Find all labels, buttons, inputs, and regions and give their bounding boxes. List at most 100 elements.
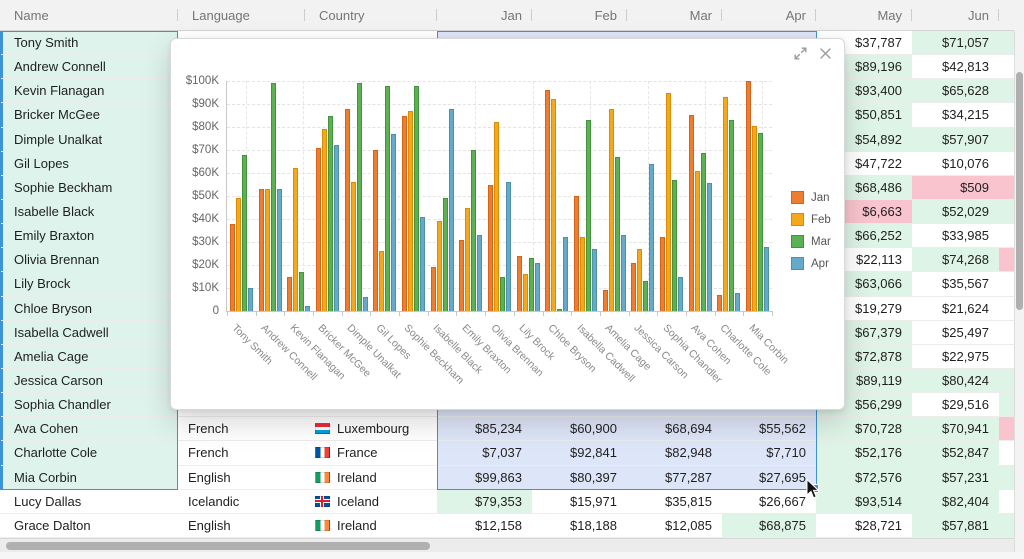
cell-jun[interactable]: $70,941 bbox=[912, 417, 999, 441]
cell-name[interactable]: Emily Braxton bbox=[0, 224, 178, 248]
cell-language[interactable]: French bbox=[188, 421, 229, 437]
chart-window-titlebar[interactable] bbox=[171, 39, 844, 63]
cell-language[interactable]: French bbox=[188, 445, 229, 461]
cell-jun[interactable]: $35,567 bbox=[942, 276, 989, 292]
cell-name[interactable]: Dimple Unalkat bbox=[0, 127, 178, 151]
cell-name[interactable]: Lucy Dallas bbox=[14, 493, 82, 509]
legend-item-jan[interactable]: Jan bbox=[791, 191, 831, 204]
cell-name[interactable]: Sophia Chandler bbox=[0, 393, 178, 417]
cell-name[interactable]: Grace Dalton bbox=[14, 517, 91, 533]
column-header-mar[interactable]: Mar bbox=[627, 0, 722, 30]
cell-may[interactable]: $52,176 bbox=[816, 441, 912, 465]
cell-mar[interactable]: $12,085 bbox=[665, 517, 712, 533]
cell-jan[interactable]: $7,037 bbox=[437, 441, 532, 465]
cell-country[interactable]: Iceland bbox=[305, 490, 437, 513]
cell-jan[interactable]: $79,353 bbox=[437, 489, 532, 513]
cell-country[interactable]: France bbox=[305, 441, 437, 464]
cell-jun[interactable]: $21,624 bbox=[942, 300, 989, 316]
cell-name[interactable]: Charlotte Cole bbox=[0, 441, 178, 465]
cell-mar[interactable]: $35,815 bbox=[665, 493, 712, 509]
cell-jun[interactable]: $509 bbox=[912, 175, 999, 199]
cell-name[interactable]: Isabelle Black bbox=[0, 199, 178, 224]
cell-jun[interactable]: $25,497 bbox=[942, 324, 989, 340]
cell-jun[interactable]: $29,516 bbox=[942, 397, 989, 413]
cell-feb[interactable]: $15,971 bbox=[570, 493, 617, 509]
cell-jun[interactable]: $57,881 bbox=[912, 513, 999, 537]
cell-name[interactable]: Bricker McGee bbox=[0, 103, 178, 127]
cell-name[interactable]: Amelia Cage bbox=[0, 344, 178, 368]
cell-country[interactable]: Ireland bbox=[305, 466, 437, 489]
cell-mar[interactable]: $82,948 bbox=[627, 441, 722, 465]
column-header-name[interactable]: Name bbox=[0, 0, 178, 30]
cell-name[interactable]: Mia Corbin bbox=[0, 465, 178, 489]
cell-may[interactable]: $72,576 bbox=[816, 465, 912, 489]
cell-name[interactable]: Jessica Carson bbox=[0, 368, 178, 393]
cell-apr[interactable]: $26,667 bbox=[759, 493, 806, 509]
legend-item-feb[interactable]: Feb bbox=[791, 213, 831, 226]
cell-jun[interactable]: $42,813 bbox=[942, 59, 989, 75]
cell-jan[interactable]: $85,234 bbox=[437, 417, 532, 441]
cell-jun[interactable]: $57,231 bbox=[912, 465, 999, 489]
cell-language[interactable]: Icelandic bbox=[188, 493, 240, 509]
column-header-feb[interactable]: Feb bbox=[532, 0, 627, 30]
cell-jun[interactable]: $57,907 bbox=[912, 127, 999, 151]
cell-apr[interactable]: $27,695 bbox=[722, 465, 816, 489]
vertical-scrollbar-thumb[interactable] bbox=[1016, 72, 1023, 310]
cell-name[interactable]: Kevin Flanagan bbox=[0, 79, 178, 103]
cell-feb[interactable]: $92,841 bbox=[532, 441, 627, 465]
cell-may[interactable]: $70,728 bbox=[816, 417, 912, 441]
horizontal-scrollbar[interactable] bbox=[0, 538, 1014, 552]
cell-jun[interactable]: $10,076 bbox=[942, 155, 989, 171]
cell-name[interactable]: Chloe Bryson bbox=[0, 296, 178, 320]
column-header-jun[interactable]: Jun bbox=[912, 0, 999, 30]
cell-jan[interactable]: $12,158 bbox=[475, 517, 522, 533]
column-header-country[interactable]: Country bbox=[305, 0, 437, 30]
cell-name[interactable]: Olivia Brennan bbox=[0, 248, 178, 272]
column-header-jan[interactable]: Jan bbox=[437, 0, 532, 30]
cell-country[interactable]: Ireland bbox=[305, 514, 437, 537]
cell-name[interactable]: Gil Lopes bbox=[0, 151, 178, 175]
selection-fill-handle[interactable] bbox=[810, 484, 819, 493]
cell-jun[interactable]: $22,975 bbox=[942, 348, 989, 364]
cell-may[interactable]: $19,279 bbox=[855, 300, 902, 316]
cell-may[interactable]: $37,787 bbox=[855, 35, 902, 51]
legend-item-apr[interactable]: Apr bbox=[791, 257, 831, 270]
cell-name[interactable]: Ava Cohen bbox=[0, 417, 178, 441]
cell-name[interactable]: Lily Brock bbox=[0, 272, 178, 296]
horizontal-scrollbar-thumb[interactable] bbox=[6, 542, 430, 550]
cell-apr[interactable]: $68,875 bbox=[722, 513, 816, 537]
cell-may[interactable]: $22,113 bbox=[855, 252, 902, 268]
cell-may[interactable]: $47,722 bbox=[855, 155, 902, 171]
cell-name[interactable]: Sophie Beckham bbox=[0, 175, 178, 199]
cell-feb[interactable]: $18,188 bbox=[570, 517, 617, 533]
cell-mar[interactable]: $68,694 bbox=[627, 417, 722, 441]
cell-apr[interactable]: $7,710 bbox=[722, 441, 816, 465]
cell-jun[interactable]: $65,628 bbox=[912, 79, 999, 103]
expand-icon[interactable] bbox=[794, 47, 807, 60]
cell-jun[interactable]: $52,847 bbox=[912, 441, 999, 465]
column-header-apr[interactable]: Apr bbox=[722, 0, 816, 30]
vertical-scrollbar[interactable] bbox=[1014, 31, 1024, 552]
cell-apr[interactable]: $55,562 bbox=[722, 417, 816, 441]
cell-language[interactable]: English bbox=[188, 517, 231, 533]
cell-jun[interactable]: $34,215 bbox=[942, 107, 989, 123]
cell-jun[interactable]: $33,985 bbox=[942, 228, 989, 244]
cell-jun[interactable]: $52,029 bbox=[912, 199, 999, 224]
cell-jun[interactable]: $80,424 bbox=[912, 368, 999, 393]
column-header-language[interactable]: Language bbox=[178, 0, 305, 30]
cell-may[interactable]: $93,514 bbox=[816, 489, 912, 513]
cell-name[interactable]: Isabella Cadwell bbox=[0, 320, 178, 344]
cell-jun[interactable]: $71,057 bbox=[912, 31, 999, 55]
legend-item-mar[interactable]: Mar bbox=[791, 235, 831, 248]
cell-jun[interactable]: $82,404 bbox=[912, 489, 999, 513]
cell-name[interactable]: Tony Smith bbox=[0, 31, 178, 55]
cell-language[interactable]: English bbox=[188, 469, 231, 485]
column-header-may[interactable]: May bbox=[816, 0, 912, 30]
cell-feb[interactable]: $60,900 bbox=[532, 417, 627, 441]
cell-may[interactable]: $28,721 bbox=[855, 517, 902, 533]
cell-jun[interactable]: $74,268 bbox=[912, 248, 999, 272]
cell-country[interactable]: Luxembourg bbox=[305, 417, 437, 440]
cell-name[interactable]: Andrew Connell bbox=[0, 55, 178, 79]
cell-mar[interactable]: $77,287 bbox=[627, 465, 722, 489]
cell-jan[interactable]: $99,863 bbox=[437, 465, 532, 489]
